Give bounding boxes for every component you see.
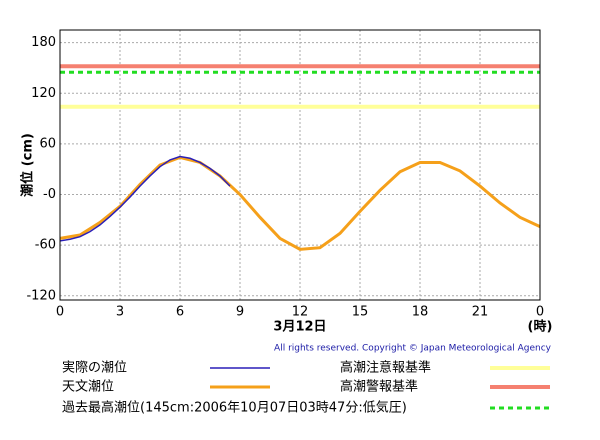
series-line: [59, 155, 231, 242]
x-tick-label: 18: [412, 305, 429, 320]
x-tick-label: 0: [536, 305, 544, 320]
legend-label: 実際の潮位: [62, 360, 127, 376]
legend-label: 高潮注意報基準: [340, 360, 431, 376]
legend-label: 天文潮位: [62, 380, 114, 395]
y-tick-label: 60: [39, 136, 56, 151]
y-tick-label: -60: [35, 238, 56, 253]
x-tick-label: 0: [56, 305, 64, 320]
legend-label: 高潮警報基準: [340, 379, 418, 395]
x-tick-label: 6: [176, 305, 184, 320]
copyright: All rights reserved. Copyright © Japan M…: [274, 344, 552, 354]
y-tick-label: -0: [43, 187, 56, 202]
series-line: [59, 155, 541, 251]
x-unit-label: (時): [528, 319, 553, 335]
y-tick-label: -120: [26, 288, 56, 303]
x-tick-label: 9: [236, 305, 244, 320]
x-axis-label: 3月12日: [273, 320, 326, 335]
x-tick-label: 15: [352, 305, 369, 320]
x-tick-label: 3: [116, 305, 124, 320]
legend-label: 過去最高潮位(145cm:2006年10月07日03時47分:低気圧): [62, 400, 407, 416]
x-tick-label: 21: [472, 305, 489, 320]
x-tick-label: 12: [292, 305, 309, 320]
plot-border: [59, 29, 541, 301]
y-tick-label: 180: [31, 35, 56, 50]
y-axis-label: 潮位 (cm): [20, 133, 36, 197]
y-tick-label: 120: [31, 86, 56, 101]
